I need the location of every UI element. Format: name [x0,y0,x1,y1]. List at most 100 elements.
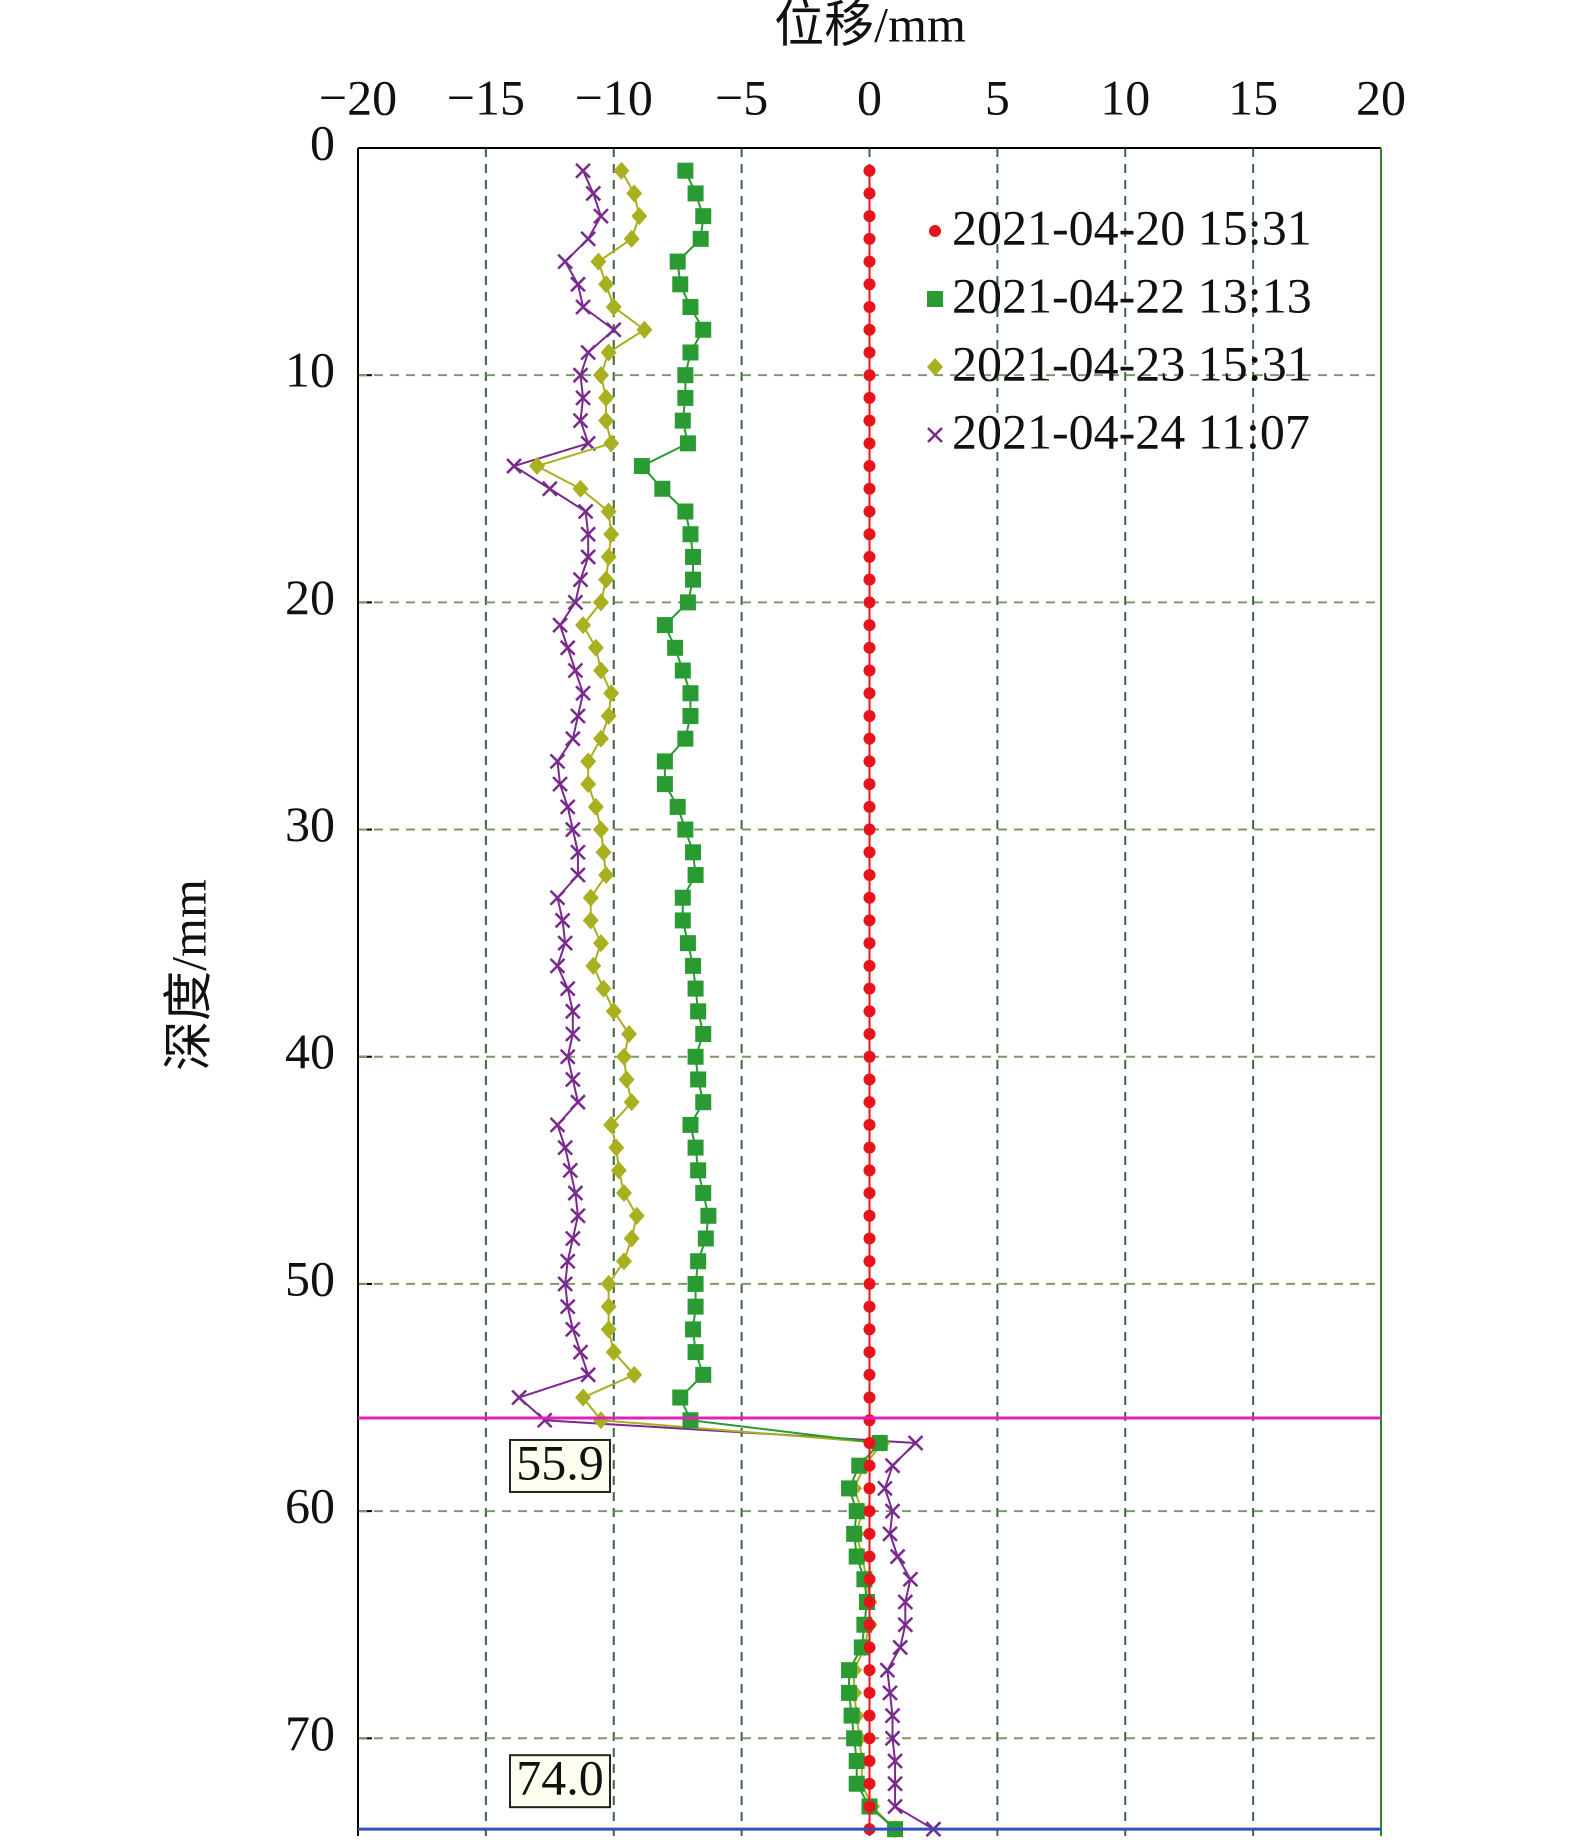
data-point [863,596,876,609]
data-point [603,684,620,703]
data-point [567,1185,584,1201]
data-point [615,1047,632,1066]
data-point [690,1162,707,1179]
data-point [695,1366,712,1383]
data-point [626,184,643,203]
data-point [846,1730,863,1747]
data-point [674,412,691,429]
data-point [863,664,876,677]
data-point [863,1005,876,1018]
data-point [687,1139,704,1156]
data-point [690,1253,707,1270]
data-point [592,1411,609,1430]
data-point [585,185,602,202]
data-point [863,1096,876,1109]
y-tick-label: 70 [285,1705,335,1761]
data-point [559,1253,576,1270]
data-point [682,526,699,543]
data-point [621,1025,638,1044]
data-point [685,957,702,974]
data-point [682,685,699,702]
data-point [567,594,584,611]
data-point [600,1274,617,1293]
y-tick-label: 60 [285,1478,335,1534]
data-point [669,798,686,815]
data-point [863,1323,876,1336]
data-point [863,1436,876,1449]
data-point [549,957,566,974]
data-point [552,776,568,793]
data-point [605,298,622,317]
data-point [679,935,696,952]
data-point [892,1639,909,1656]
data-point [907,1435,924,1451]
data-point [575,390,591,406]
legend-label: 2021-04-22 13:13 [952,267,1312,323]
data-point [598,570,615,589]
data-point [572,1344,589,1360]
data-point [592,729,609,748]
data-point [843,1707,860,1724]
data-point [608,1138,625,1157]
data-point [595,979,612,998]
data-point [557,1139,574,1156]
data-point [848,1753,865,1770]
data-point [863,1686,876,1699]
data-point [863,1414,876,1427]
y-tick-label: 30 [285,796,335,852]
data-point [667,639,684,656]
data-point [529,457,546,476]
data-point [863,187,876,200]
data-point [623,1093,640,1112]
data-point [575,299,591,315]
data-point [605,1343,622,1362]
data-point [863,1255,876,1268]
data-point [672,276,689,293]
data-point [674,889,691,906]
data-point [690,1003,707,1020]
data-point [562,1162,579,1179]
data-point [863,460,876,473]
data-point [572,571,589,588]
legend-label: 2021-04-20 15:31 [952,199,1312,255]
data-point [863,1028,876,1041]
data-point [598,275,615,294]
data-point [582,911,599,930]
data-point [863,573,876,586]
data-point [700,1207,717,1224]
x-tick-label: 10 [1100,69,1150,125]
data-point [863,1232,876,1245]
legend-label: 2021-04-24 11:07 [952,403,1310,459]
data-point [884,1730,901,1747]
data-point [575,1388,592,1407]
data-point [863,1209,876,1222]
data-point [572,479,589,498]
data-point [559,798,576,815]
data-point [863,346,876,359]
data-point [863,1777,876,1790]
data-point [863,687,876,700]
data-point [559,1298,576,1315]
data-point [592,366,609,385]
data-point [863,1573,876,1586]
data-point [674,662,691,679]
data-point [598,411,615,430]
data-point [863,1664,876,1677]
data-point [610,1161,627,1180]
data-point [863,550,876,563]
data-point [863,1073,876,1086]
data-point [863,619,876,632]
data-point [575,616,592,635]
data-point [587,638,604,657]
data-point [841,1480,858,1497]
data-point [863,255,876,268]
data-point [554,912,571,929]
legend-label: 2021-04-23 15:31 [952,335,1312,391]
x-tick-label: −20 [319,69,397,125]
data-point [863,1800,876,1813]
data-point [695,208,712,225]
data-point [863,482,876,495]
data-point [564,1230,581,1247]
data-point [592,593,609,612]
legend-marker [927,427,943,443]
